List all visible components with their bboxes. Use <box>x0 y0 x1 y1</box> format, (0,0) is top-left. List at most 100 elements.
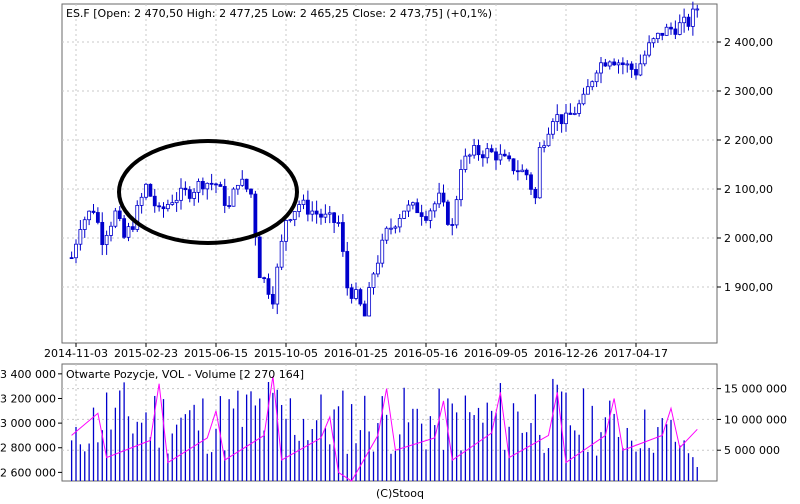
copyright-footer: (C)Stooq <box>376 487 424 500</box>
price-y-tick-label: 2 200,00 <box>724 134 773 147</box>
candle-body <box>266 278 271 295</box>
candle-body <box>109 225 113 236</box>
candle-body <box>664 26 669 36</box>
candle-body <box>275 266 280 305</box>
candle-body <box>467 154 472 157</box>
volume-chart-title: Otwarte Pozycje, VOL - Volume [2 270 164… <box>66 368 304 381</box>
candle-body <box>520 169 525 173</box>
candle-body <box>682 16 687 24</box>
candle-body <box>179 187 183 201</box>
candle-body <box>69 257 74 260</box>
price-y-tick-label: 2 300,00 <box>724 85 773 98</box>
candle-body <box>152 195 157 207</box>
candle-body <box>594 72 599 83</box>
candle-body <box>270 293 275 305</box>
candle-body <box>161 206 166 210</box>
candle-body <box>673 28 678 35</box>
candle-body <box>472 145 477 156</box>
candle-body <box>616 62 621 66</box>
candle-body <box>231 188 236 207</box>
candle-body <box>677 22 682 35</box>
candle-body <box>572 112 577 115</box>
candle-body <box>612 61 617 66</box>
candle-body <box>524 169 529 176</box>
candle-body <box>406 204 411 212</box>
candle-body <box>555 114 560 122</box>
candle-body <box>375 262 380 275</box>
candle-body <box>297 204 302 212</box>
candle-body <box>301 199 306 205</box>
candle-body <box>686 16 691 27</box>
candle-body <box>515 170 520 173</box>
candle-body <box>113 210 118 227</box>
candle-body <box>542 145 547 148</box>
candle-body <box>590 81 595 88</box>
volume-plot-area <box>61 363 718 482</box>
candle-body <box>222 186 227 206</box>
candle-body <box>305 199 310 215</box>
candle-body <box>690 8 695 27</box>
candle-body <box>607 61 612 67</box>
candle-body <box>87 210 92 221</box>
candle-body <box>511 158 516 172</box>
candle-body <box>78 229 83 245</box>
candle-body <box>647 42 652 56</box>
candle-body <box>603 62 608 67</box>
candle-body <box>463 155 468 170</box>
candle-body <box>424 216 428 221</box>
volume-tick-label: 15 000 000 <box>724 383 787 396</box>
open-interest-tick-label: 3 200 000 <box>0 392 56 405</box>
candle-body <box>669 26 673 30</box>
price-y-tick-label: 2 400,00 <box>724 36 773 49</box>
candle-body <box>454 199 459 226</box>
candle-body <box>100 222 105 246</box>
candle-body <box>192 191 197 199</box>
candle-body <box>389 227 393 230</box>
candle-body <box>629 63 634 70</box>
open-interest-tick-label: 2 600 000 <box>0 466 56 479</box>
candle-body <box>144 183 148 198</box>
volume-tick-label: 10 000 000 <box>724 413 787 426</box>
candle-body <box>262 277 267 280</box>
candle-body <box>249 188 253 195</box>
price-x-tick-label: 2014-11-03 <box>44 347 108 360</box>
candle-body <box>432 203 437 212</box>
candle-body <box>651 38 656 44</box>
price-x-tick-label: 2015-10-05 <box>254 347 318 360</box>
candle-body <box>480 154 485 159</box>
open-interest-tick-label: 3 000 000 <box>0 417 56 430</box>
candle-body <box>559 114 564 125</box>
candle-body <box>599 62 603 74</box>
candle-body <box>135 205 140 230</box>
candle-body <box>695 8 700 11</box>
candle-body <box>253 193 258 238</box>
candle-body <box>428 210 433 221</box>
candle-body <box>660 32 665 36</box>
candle-body <box>183 187 188 191</box>
annotation-ellipse <box>117 139 299 245</box>
price-plot-area <box>61 3 718 344</box>
candle-body <box>380 239 385 264</box>
price-x-tick-label: 2015-02-23 <box>114 347 178 360</box>
candle-body <box>533 188 538 199</box>
candle-body <box>354 289 358 299</box>
candle-body <box>489 148 494 153</box>
price-y-tick-label: 2 000,00 <box>724 232 773 245</box>
candle-body <box>170 202 175 205</box>
candle-body <box>165 204 170 210</box>
price-candles <box>69 1 700 317</box>
candle-body <box>95 212 100 223</box>
candle-body <box>362 303 367 317</box>
candle-body <box>564 112 568 125</box>
candle-body <box>314 210 319 215</box>
candle-body <box>529 174 533 190</box>
candle-body <box>502 153 507 157</box>
candle-body <box>620 62 625 66</box>
price-x-axis: 2014-11-03 2015-02-23 2015-06-15 2015-10-05… <box>44 343 668 360</box>
candle-body <box>550 121 555 135</box>
candle-body <box>450 224 455 226</box>
candle-body <box>91 210 96 213</box>
candle-body <box>187 189 192 199</box>
